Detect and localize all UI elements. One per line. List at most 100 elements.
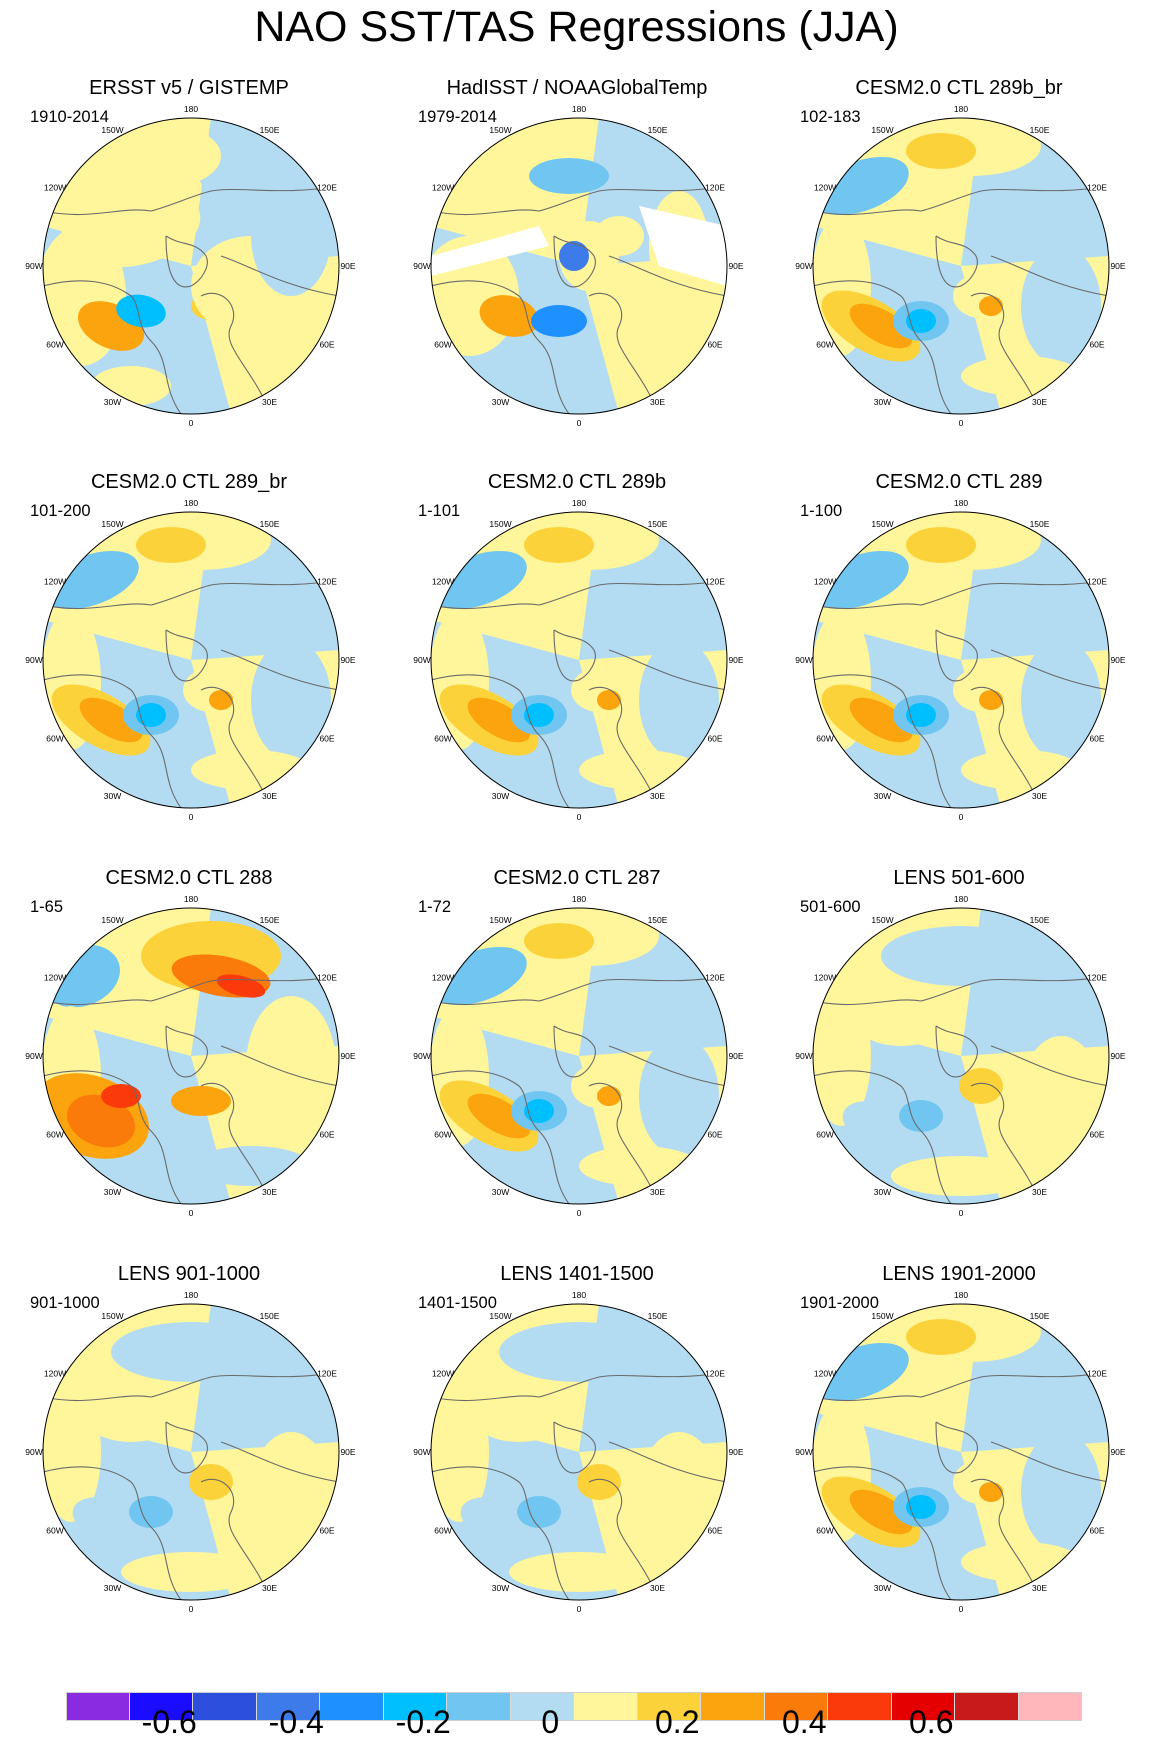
anomaly-blob bbox=[524, 527, 594, 563]
anomaly-blob bbox=[171, 1086, 231, 1116]
longitude-label: 120W bbox=[814, 577, 836, 587]
longitude-label: 90E bbox=[340, 1447, 355, 1457]
longitude-label: 30E bbox=[1032, 397, 1047, 407]
longitude-label: 120W bbox=[432, 577, 454, 587]
longitude-label: 60E bbox=[319, 340, 334, 350]
longitude-label: 180 bbox=[954, 498, 968, 508]
map-panel-12: LENS 1901-2000 1901-2000 180 150E 120E 90E 6… bbox=[770, 1262, 1148, 1657]
coastlines bbox=[813, 975, 1109, 1204]
map-field bbox=[431, 118, 727, 414]
anomaly-blob bbox=[251, 176, 331, 296]
longitude-label: 120E bbox=[1087, 973, 1107, 983]
anomaly-blob bbox=[906, 1495, 936, 1519]
longitude-label: 0 bbox=[959, 418, 964, 428]
map-boundary bbox=[430, 511, 728, 809]
longitude-label: 150E bbox=[648, 1311, 668, 1321]
panel-title: LENS 1901-2000 bbox=[882, 1263, 1036, 1285]
longitude-label: 120W bbox=[44, 1369, 66, 1379]
longitude-label: 60E bbox=[707, 1526, 722, 1536]
coastlines bbox=[431, 1371, 727, 1600]
map-boundary bbox=[812, 1303, 1110, 1601]
longitude-label: 30W bbox=[104, 1583, 121, 1593]
longitude-label: 90E bbox=[1110, 1051, 1125, 1061]
panel-period: 1-72 bbox=[418, 898, 452, 916]
longitude-label: 60W bbox=[46, 340, 63, 350]
longitude-label: 150W bbox=[101, 519, 123, 529]
longitude-label: 180 bbox=[954, 104, 968, 114]
longitude-label: 150W bbox=[101, 915, 123, 925]
map-boundary bbox=[42, 907, 340, 1205]
map-panel-7: CESM2.0 CTL 288 1-65 180 150E 120E 90E 60E 30… bbox=[0, 866, 378, 1261]
longitude-label: 30E bbox=[262, 1583, 277, 1593]
longitude-label: 90E bbox=[728, 1051, 743, 1061]
longitude-label: 120W bbox=[814, 1369, 836, 1379]
coastlines bbox=[813, 579, 1109, 808]
colorbar-tick-label: -0.2 bbox=[395, 1704, 451, 1740]
longitude-label: 180 bbox=[572, 104, 586, 114]
longitude-label: 120W bbox=[44, 577, 66, 587]
anomaly-blob bbox=[979, 690, 1003, 710]
map-field bbox=[813, 908, 1109, 1204]
longitude-label: 60W bbox=[816, 1526, 833, 1536]
longitude-label: 120E bbox=[317, 1369, 337, 1379]
longitude-label: 120W bbox=[44, 183, 66, 193]
longitude-label: 180 bbox=[954, 1290, 968, 1300]
longitude-label: 60E bbox=[1089, 1526, 1104, 1536]
polar-map: 180 150E 120E 90E 60E 30E 0 30W 60W 90W 120W 150W bbox=[25, 894, 356, 1218]
anomaly-blob bbox=[849, 1489, 913, 1535]
polar-map: 180 150E 120E 90E 60E 30E 0 30W 60W 90W 120W 150W bbox=[25, 1290, 356, 1614]
longitude-label: 60W bbox=[434, 1130, 451, 1140]
longitude-label: 30W bbox=[492, 791, 509, 801]
panel-title: CESM2.0 CTL 289_br bbox=[90, 471, 287, 493]
coastlines bbox=[43, 579, 339, 808]
map-panel-11: LENS 1401-1500 1401-1500 180 150E 120E 90E 6… bbox=[388, 1262, 766, 1657]
longitude-label: 90E bbox=[340, 261, 355, 271]
anomaly-blob bbox=[979, 296, 1003, 316]
coastlines bbox=[813, 185, 1109, 414]
coastlines bbox=[431, 579, 727, 808]
polar-map: 180 150E 120E 90E 60E 30E 0 30W 60W 90W 120W 150W bbox=[25, 104, 356, 428]
anomaly-blob bbox=[136, 527, 206, 563]
longitude-label: 180 bbox=[184, 1290, 198, 1300]
longitude-label: 180 bbox=[572, 498, 586, 508]
panel-title: CESM2.0 CTL 289b bbox=[487, 471, 667, 493]
coastlines bbox=[813, 1371, 1109, 1600]
missing-data bbox=[431, 226, 549, 276]
longitude-label: 180 bbox=[572, 894, 586, 904]
longitude-label: 90W bbox=[413, 1051, 430, 1061]
longitude-label: 150W bbox=[101, 1311, 123, 1321]
anomaly-blob bbox=[116, 294, 166, 328]
anomaly-blob bbox=[524, 1099, 554, 1123]
longitude-label: 120E bbox=[317, 577, 337, 587]
longitude-label: 90W bbox=[25, 1051, 42, 1061]
longitude-label: 60W bbox=[434, 734, 451, 744]
map-field bbox=[431, 908, 727, 1204]
longitude-label: 0 bbox=[959, 1208, 964, 1218]
anomaly-blob bbox=[467, 697, 531, 743]
longitude-label: 60E bbox=[1089, 1130, 1104, 1140]
longitude-label: 150W bbox=[871, 915, 893, 925]
longitude-label: 90E bbox=[1110, 1447, 1125, 1457]
panel-period: 1-65 bbox=[30, 898, 64, 916]
polar-map: 180 150E 120E 90E 60E 30E 0 30W 60W 90W 120W 150W bbox=[413, 104, 744, 428]
polar-map: 180 150E 120E 90E 60E 30E 0 30W 60W 90W 120W 150W bbox=[413, 1290, 744, 1614]
longitude-label: 30E bbox=[1032, 1187, 1047, 1197]
map-panel-6: CESM2.0 CTL 289 1-100 180 150E 120E 90E 60E 3… bbox=[770, 470, 1148, 865]
map-panel-5: CESM2.0 CTL 289b 1-101 180 150E 120E 90E 60E… bbox=[388, 470, 766, 865]
longitude-label: 120E bbox=[705, 973, 725, 983]
longitude-label: 60E bbox=[319, 1130, 334, 1140]
longitude-label: 150E bbox=[1030, 1311, 1050, 1321]
longitude-label: 0 bbox=[189, 812, 194, 822]
longitude-label: 0 bbox=[189, 418, 194, 428]
panel-title: CESM2.0 CTL 287 bbox=[493, 867, 661, 889]
longitude-label: 90W bbox=[795, 1447, 812, 1457]
longitude-label: 90W bbox=[413, 1447, 430, 1457]
panel-period: 1979-2014 bbox=[418, 108, 497, 126]
longitude-label: 120E bbox=[705, 183, 725, 193]
polar-map: 180 150E 120E 90E 60E 30E 0 30W 60W 90W 120W 150W bbox=[795, 1290, 1126, 1614]
longitude-label: 150E bbox=[648, 125, 668, 135]
map-boundary bbox=[42, 1303, 340, 1601]
anomaly-blob bbox=[559, 241, 589, 271]
longitude-label: 150E bbox=[648, 915, 668, 925]
panel-period: 901-1000 bbox=[30, 1294, 100, 1312]
